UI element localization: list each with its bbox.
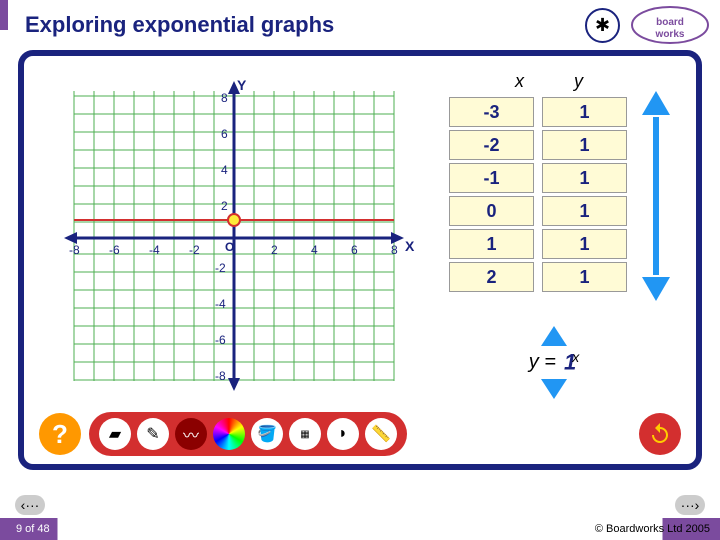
- graph-area: Y X O 8 6 4 2 -2 -4 -6 -8 -8 -6 -4 -2 2 …: [49, 76, 419, 396]
- cell-x: 1: [449, 229, 534, 259]
- svg-text:2: 2: [221, 199, 228, 213]
- equation-spinner: y = 1x: [464, 326, 644, 399]
- cell-y: 1: [542, 196, 627, 226]
- protractor-icon[interactable]: ◗: [327, 418, 359, 450]
- svg-text:-8: -8: [69, 243, 80, 257]
- cell-y: 1: [542, 262, 627, 292]
- svg-text:6: 6: [221, 127, 228, 141]
- table-row: -1 1: [449, 163, 649, 193]
- table-row: -3 1: [449, 97, 649, 127]
- coordinate-graph: Y X O 8 6 4 2 -2 -4 -6 -8 -8 -6 -4 -2 2 …: [49, 76, 419, 396]
- cell-x: 0: [449, 196, 534, 226]
- copyright-text: © Boardworks Ltd 2005: [595, 523, 710, 535]
- graph-marker[interactable]: [228, 214, 240, 226]
- color-wheel-icon[interactable]: [213, 418, 245, 450]
- svg-text:board: board: [656, 17, 684, 28]
- toolbar: ? ▰ ✎ 〰 🪣 ▦ ◗ 📏: [39, 412, 681, 456]
- svg-text:2: 2: [271, 243, 278, 257]
- ruler-icon[interactable]: 📏: [365, 418, 397, 450]
- scroll-down-icon[interactable]: [642, 277, 670, 301]
- header: Exploring exponential graphs ✱ board wor…: [0, 0, 720, 50]
- cell-x: -1: [449, 163, 534, 193]
- table-row: 2 1: [449, 262, 649, 292]
- data-table: x y -3 1 -2 1 -1 1 0 1 1 1 2 1: [449, 71, 649, 464]
- page-title: Exploring exponential graphs: [25, 12, 334, 38]
- svg-text:X: X: [405, 238, 415, 254]
- base-increment-icon[interactable]: [541, 326, 567, 346]
- globe-icon[interactable]: ✱: [585, 8, 620, 43]
- scroll-track[interactable]: [653, 117, 659, 275]
- header-icons: ✱ board works: [585, 5, 710, 45]
- table-header-y: y: [574, 71, 583, 92]
- svg-text:4: 4: [311, 243, 318, 257]
- cell-y: 1: [542, 97, 627, 127]
- boardworks-logo: board works: [630, 5, 710, 45]
- svg-text:-2: -2: [189, 243, 200, 257]
- table-header-x: x: [515, 71, 524, 92]
- svg-text:O: O: [225, 240, 234, 254]
- svg-text:-8: -8: [215, 369, 226, 383]
- svg-text:-2: -2: [215, 261, 226, 275]
- help-button[interactable]: ?: [39, 413, 81, 455]
- cell-y: 1: [542, 130, 627, 160]
- cell-x: -3: [449, 97, 534, 127]
- equation-exponent: x: [572, 349, 579, 365]
- help-label: ?: [52, 419, 68, 450]
- base-decrement-icon[interactable]: [541, 379, 567, 399]
- nav-prev-button[interactable]: ‹···: [15, 495, 45, 515]
- pen-icon[interactable]: ✎: [137, 418, 169, 450]
- table-row: -2 1: [449, 130, 649, 160]
- cell-y: 1: [542, 163, 627, 193]
- cell-y: 1: [542, 229, 627, 259]
- svg-text:-4: -4: [215, 297, 226, 311]
- svg-text:8: 8: [221, 91, 228, 105]
- svg-text:-4: -4: [149, 243, 160, 257]
- eraser-icon[interactable]: ▰: [99, 418, 131, 450]
- undo-icon: [648, 422, 672, 446]
- page-indicator: 9 of 48: [10, 521, 56, 537]
- svg-text:works: works: [655, 29, 685, 40]
- cell-x: 2: [449, 262, 534, 292]
- bucket-icon[interactable]: 🪣: [251, 418, 283, 450]
- equation-prefix: y =: [529, 351, 556, 374]
- calculator-icon[interactable]: ▦: [289, 418, 321, 450]
- svg-text:-6: -6: [109, 243, 120, 257]
- svg-text:Y: Y: [237, 77, 247, 93]
- cell-x: -2: [449, 130, 534, 160]
- undo-button[interactable]: [639, 413, 681, 455]
- main-panel: Y X O 8 6 4 2 -2 -4 -6 -8 -8 -6 -4 -2 2 …: [18, 50, 702, 470]
- scroll-up-icon[interactable]: [642, 91, 670, 115]
- equation-text: y = 1x: [464, 349, 644, 376]
- svg-text:8: 8: [391, 243, 398, 257]
- edge-tab: [0, 0, 8, 30]
- brush-icon[interactable]: 〰: [175, 418, 207, 450]
- svg-text:6: 6: [351, 243, 358, 257]
- table-row: 0 1: [449, 196, 649, 226]
- table-row: 1 1: [449, 229, 649, 259]
- table-scroller: [641, 91, 671, 301]
- nav-next-button[interactable]: ···›: [675, 495, 705, 515]
- footer: 9 of 48 © Boardworks Ltd 2005: [0, 518, 720, 540]
- svg-text:4: 4: [221, 163, 228, 177]
- tool-pill: ▰ ✎ 〰 🪣 ▦ ◗ 📏: [89, 412, 407, 456]
- svg-text:-6: -6: [215, 333, 226, 347]
